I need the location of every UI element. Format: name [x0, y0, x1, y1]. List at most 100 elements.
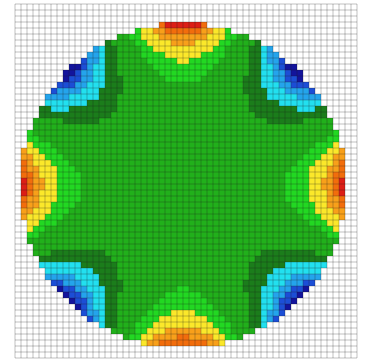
contour-cell [81, 310, 87, 316]
contour-cell [333, 184, 339, 190]
contour-cell [69, 136, 75, 142]
contour-cell [165, 88, 171, 94]
contour-cell [39, 250, 45, 256]
contour-cell [201, 124, 207, 130]
contour-cell [201, 52, 207, 58]
contour-cell [201, 154, 207, 160]
contour-cell [69, 124, 75, 130]
contour-cell [165, 286, 171, 292]
contour-cell [273, 280, 279, 286]
contour-cell [333, 214, 339, 220]
contour-cell [123, 184, 129, 190]
contour-cell [117, 124, 123, 130]
contour-cell [153, 172, 159, 178]
contour-cell [153, 250, 159, 256]
contour-cell [117, 52, 123, 58]
contour-cell [141, 298, 147, 304]
contour-cell [93, 130, 99, 136]
contour-cell [261, 196, 267, 202]
contour-cell [147, 184, 153, 190]
contour-cell [123, 262, 129, 268]
contour-cell [285, 256, 291, 262]
contour-cell [87, 82, 93, 88]
contour-cell [243, 70, 249, 76]
contour-cell [117, 196, 123, 202]
contour-cell [231, 82, 237, 88]
contour-cell [207, 142, 213, 148]
contour-cell [189, 226, 195, 232]
contour-cell [171, 250, 177, 256]
contour-cell [201, 148, 207, 154]
contour-cell [63, 130, 69, 136]
contour-cell [207, 130, 213, 136]
contour-cell [87, 232, 93, 238]
contour-cell [165, 94, 171, 100]
contour-cell [213, 232, 219, 238]
contour-cell [291, 280, 297, 286]
contour-cell [303, 160, 309, 166]
contour-cell [165, 334, 171, 340]
contour-cell [129, 112, 135, 118]
contour-cell [147, 118, 153, 124]
contour-cell [255, 274, 261, 280]
contour-cell [135, 202, 141, 208]
contour-cell [243, 184, 249, 190]
contour-cell [231, 40, 237, 46]
contour-cell [69, 130, 75, 136]
contour-cell [45, 148, 51, 154]
contour-cell [213, 262, 219, 268]
contour-cell [135, 172, 141, 178]
contour-cell [321, 196, 327, 202]
contour-cell [267, 310, 273, 316]
contour-cell [303, 124, 309, 130]
contour-cell [99, 124, 105, 130]
contour-cell [69, 160, 75, 166]
contour-cell [81, 238, 87, 244]
contour-cell [99, 310, 105, 316]
contour-cell [231, 202, 237, 208]
contour-cell [123, 190, 129, 196]
contour-cell [321, 172, 327, 178]
contour-cell [45, 166, 51, 172]
contour-cell [303, 184, 309, 190]
contour-cell [189, 148, 195, 154]
contour-cell [105, 130, 111, 136]
contour-cell [93, 286, 99, 292]
contour-cell [327, 244, 333, 250]
contour-cell [123, 328, 129, 334]
contour-cell [153, 94, 159, 100]
contour-cell [201, 244, 207, 250]
contour-cell [99, 184, 105, 190]
contour-cell [213, 124, 219, 130]
contour-cell [135, 124, 141, 130]
contour-cell [261, 52, 267, 58]
contour-cell [117, 268, 123, 274]
contour-cell [279, 310, 285, 316]
contour-cell [225, 250, 231, 256]
contour-cell [87, 106, 93, 112]
contour-cell [243, 214, 249, 220]
contour-cell [177, 184, 183, 190]
contour-cell [99, 214, 105, 220]
contour-cell [243, 310, 249, 316]
contour-cell [297, 100, 303, 106]
contour-cell [279, 118, 285, 124]
contour-cell [39, 196, 45, 202]
contour-cell [309, 130, 315, 136]
contour-cell [333, 196, 339, 202]
contour-cell [201, 136, 207, 142]
contour-cell [195, 100, 201, 106]
contour-cell [273, 154, 279, 160]
contour-cell [51, 94, 57, 100]
contour-cell [279, 280, 285, 286]
contour-cell [87, 190, 93, 196]
contour-cell [171, 70, 177, 76]
contour-cell [135, 154, 141, 160]
contour-cell [153, 214, 159, 220]
contour-cell [291, 286, 297, 292]
contour-cell [225, 238, 231, 244]
contour-cell [207, 268, 213, 274]
contour-cell [219, 142, 225, 148]
contour-cell [195, 64, 201, 70]
contour-cell [279, 166, 285, 172]
